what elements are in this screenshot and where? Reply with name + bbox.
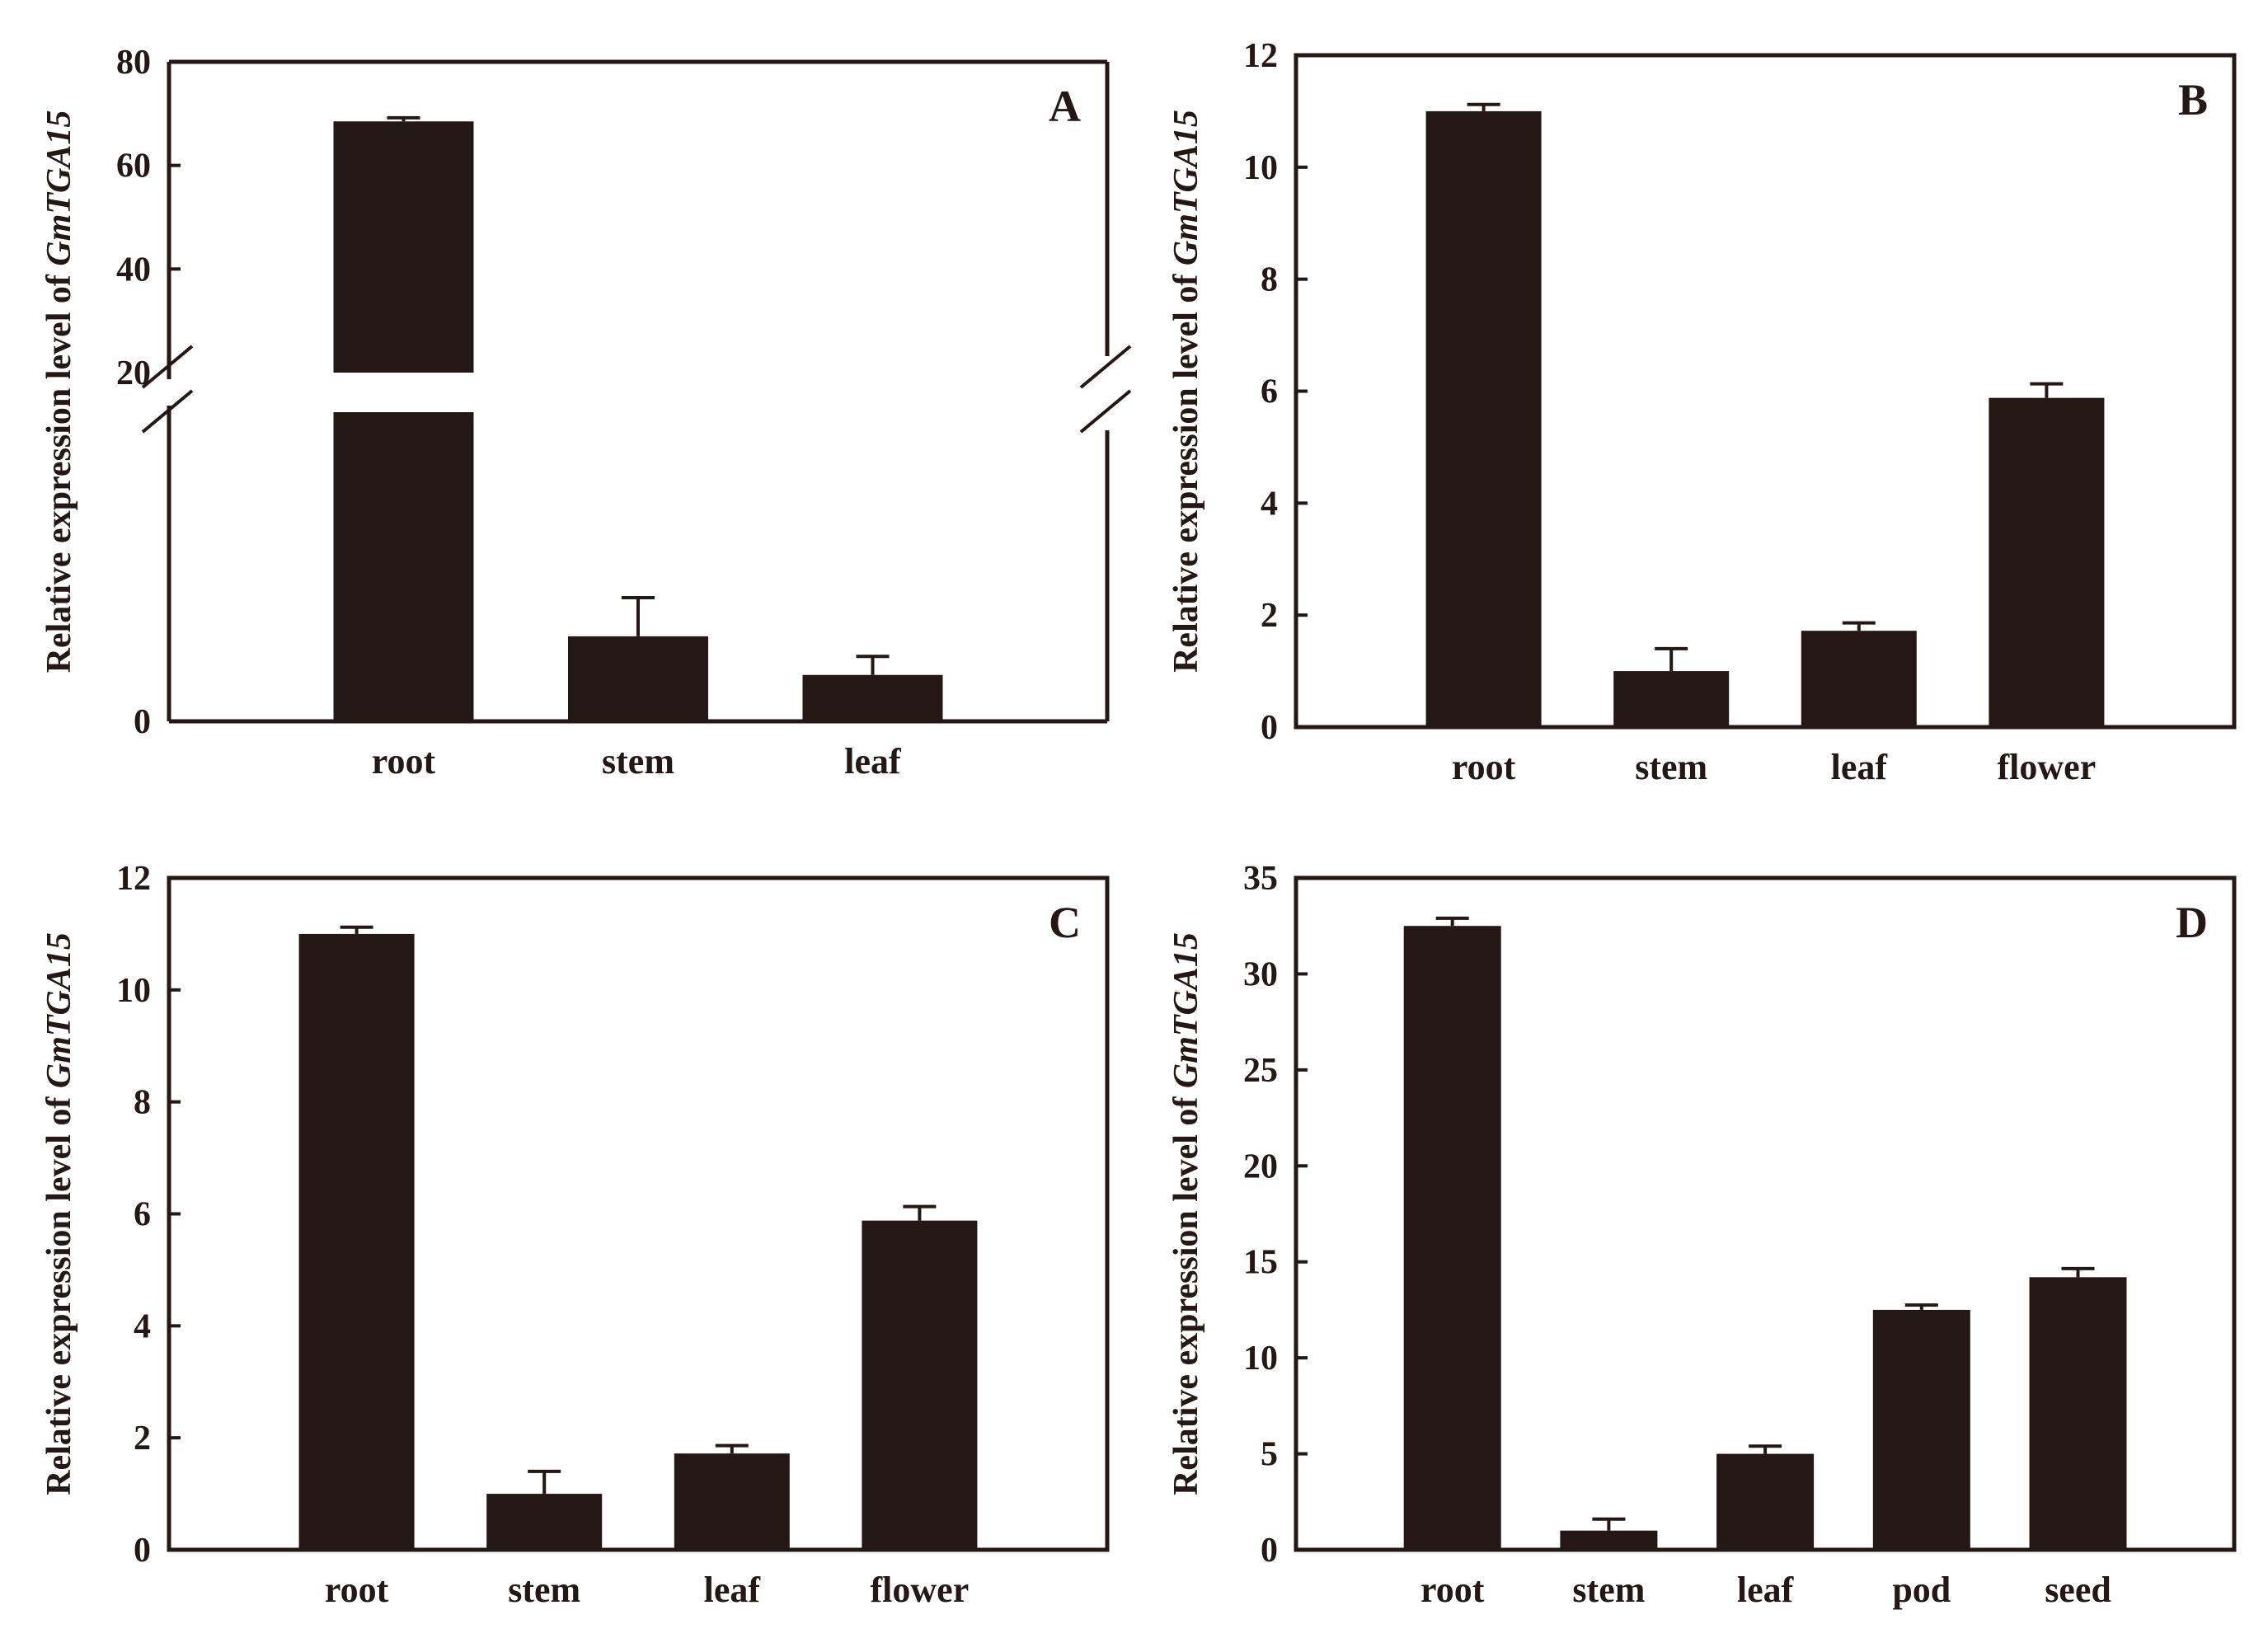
panel-label: C <box>1049 898 1081 947</box>
y-tick-label-40: 40 <box>116 251 151 289</box>
bar-stem <box>1613 671 1730 727</box>
y-tick-label-12: 12 <box>1243 37 1278 75</box>
panel-label: A <box>1049 82 1081 131</box>
axis-break-mark-left-2 <box>141 389 194 434</box>
bar-leaf <box>674 1453 790 1550</box>
y-tick-label-10: 10 <box>1243 1340 1278 1378</box>
y-tick-label-30: 30 <box>1243 955 1278 993</box>
y-tick-label-10: 10 <box>1243 149 1278 187</box>
category-label-root: root <box>1420 1570 1485 1610</box>
category-label-stem: stem <box>1635 747 1707 787</box>
category-label-flower: flower <box>871 1570 970 1610</box>
bar-flower <box>862 1220 978 1550</box>
category-label-stem: stem <box>508 1570 580 1610</box>
y-tick-label-20: 20 <box>1243 1148 1278 1185</box>
y-tick-label-6: 6 <box>134 1196 151 1234</box>
y-tick-label-8: 8 <box>1261 261 1278 299</box>
y-tick-label-0: 0 <box>134 703 151 741</box>
panel-label: B <box>2178 75 2208 124</box>
bar-root <box>298 933 415 1550</box>
y-tick-label-4: 4 <box>134 1307 151 1345</box>
chart-panel-c: root stem leaf flower 0 2 4 6 8 10 12 Relative expr… <box>40 860 1110 1610</box>
y-tick-label-35: 35 <box>1243 860 1278 898</box>
y-tick-label-0: 0 <box>134 1532 151 1570</box>
y-axis-label-gene: GmTGA15 <box>1167 932 1205 1088</box>
y-axis-label-prefix: Relative expression level of <box>1167 1088 1205 1495</box>
plot-frame <box>1294 875 2237 1552</box>
y-axis-label: Relative expression level of GmTGA15 <box>1167 110 1205 673</box>
bar-leaf <box>802 674 943 721</box>
axis-break-mark-left-1 <box>141 345 194 389</box>
y-tick-label-2: 2 <box>1261 597 1278 635</box>
category-label-leaf: leaf <box>844 741 902 781</box>
y-axis-label: Relative expression level of GmTGA15 <box>40 932 78 1495</box>
bar-leaf <box>1801 631 1917 727</box>
category-label-root: root <box>1452 747 1516 787</box>
y-axis-label-gene: GmTGA15 <box>40 110 78 266</box>
y-tick-label-10: 10 <box>116 972 151 1010</box>
y-axis-label-prefix: Relative expression level of <box>40 266 78 674</box>
chart-panel-d: root stem leaf pod seed 0 5 10 15 20 25 30 35 Relativ… <box>1167 860 2237 1610</box>
bar-leaf <box>1716 1453 1815 1550</box>
y-tick-label-0: 0 <box>1261 1532 1278 1570</box>
chart-panel-a: root stem leaf 0 20 40 60 80 Relative expression… <box>40 44 1132 781</box>
y-axis-label: Relative expression level of GmTGA15 <box>40 110 78 674</box>
bar-root <box>1403 926 1501 1550</box>
y-axis-label: Relative expression level of GmTGA15 <box>1167 932 1205 1495</box>
chart-panel-b: root stem leaf flower 0 2 4 6 8 10 12 Relative expr… <box>1167 37 2237 787</box>
axis-break-mark-right-2 <box>1079 389 1132 434</box>
category-label-stem: stem <box>1572 1570 1645 1610</box>
category-label-flower: flower <box>1998 747 2097 787</box>
y-tick-label-5: 5 <box>1261 1436 1278 1474</box>
category-label-leaf: leaf <box>1737 1570 1795 1610</box>
panel-label: D <box>2176 898 2208 947</box>
y-axis-label-prefix: Relative expression level of <box>1167 265 1205 673</box>
y-tick-label-4: 4 <box>1261 485 1278 523</box>
y-axis-label-prefix: Relative expression level of <box>40 1088 78 1495</box>
y-tick-label-12: 12 <box>116 860 151 898</box>
y-axis-label-gene: GmTGA15 <box>1167 110 1205 265</box>
category-label-root: root <box>372 741 436 781</box>
bar-root <box>333 121 474 722</box>
bar-root <box>1425 110 1542 727</box>
category-label-leaf: leaf <box>1831 747 1889 787</box>
y-tick-label-15: 15 <box>1243 1244 1278 1282</box>
axis-break-gap <box>171 373 1106 412</box>
y-tick-label-80: 80 <box>116 44 151 82</box>
bar-stem <box>1560 1530 1658 1550</box>
category-label-root: root <box>325 1570 389 1610</box>
bar-flower <box>1989 397 2105 727</box>
y-tick-label-8: 8 <box>134 1084 151 1122</box>
category-label-leaf: leaf <box>704 1570 762 1610</box>
axis-break-mark-right-1 <box>1079 345 1132 389</box>
category-label-stem: stem <box>602 741 674 781</box>
bar-pod <box>1872 1309 1970 1550</box>
y-axis-label-gene: GmTGA15 <box>40 932 78 1088</box>
category-label-seed: seed <box>2045 1570 2111 1610</box>
bar-seed <box>2029 1277 2127 1550</box>
y-tick-label-2: 2 <box>134 1420 151 1457</box>
bar-stem <box>486 1494 603 1550</box>
bar-stem <box>568 636 708 721</box>
category-label-pod: pod <box>1892 1570 1951 1610</box>
y-tick-label-20: 20 <box>116 354 151 392</box>
y-tick-label-6: 6 <box>1261 373 1278 411</box>
y-tick-label-0: 0 <box>1261 709 1278 747</box>
y-tick-label-60: 60 <box>116 148 151 185</box>
y-tick-label-25: 25 <box>1243 1052 1278 1090</box>
